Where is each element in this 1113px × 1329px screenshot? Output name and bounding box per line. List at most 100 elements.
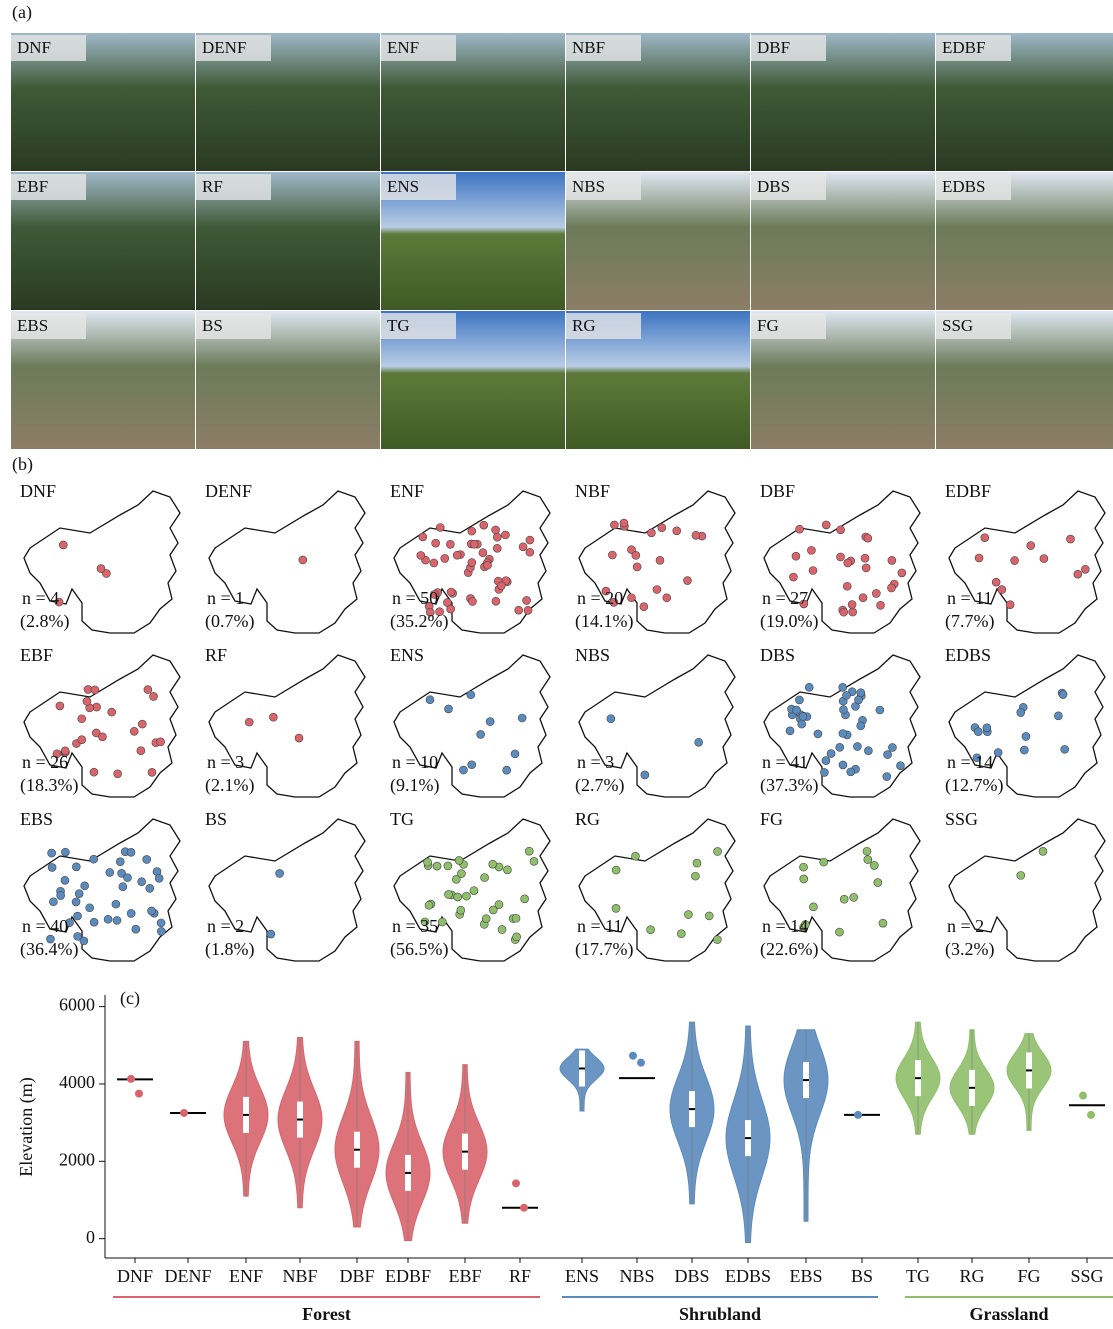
site-dot — [443, 861, 453, 871]
site-dot — [115, 857, 125, 867]
photo-label: DNF — [17, 38, 51, 57]
site-dot — [608, 550, 617, 560]
site-dot — [694, 737, 703, 747]
site-dot — [425, 607, 435, 617]
site-dot — [444, 890, 453, 899]
photo-label: ENF — [387, 38, 419, 57]
map-n: n = 11 — [577, 916, 622, 936]
site-dot — [606, 714, 616, 723]
photo-label-box — [381, 174, 456, 200]
site-dot — [524, 846, 534, 856]
map-n: n = 10 — [392, 752, 438, 772]
x-tick-label: EBF — [448, 1266, 481, 1286]
site-dot — [798, 712, 808, 721]
site-dot — [897, 568, 907, 578]
panel-label: (c) — [120, 988, 140, 1009]
site-dot — [835, 927, 844, 937]
x-tick-label: ENS — [565, 1266, 599, 1286]
site-dot — [457, 869, 466, 878]
x-tick-label: DBS — [674, 1266, 709, 1286]
map-n: n = 2 — [207, 916, 244, 936]
site-dot — [476, 730, 485, 739]
site-dot — [511, 913, 521, 923]
site-dot — [887, 583, 896, 593]
site-dot — [488, 859, 498, 869]
site-dot — [298, 555, 308, 565]
group-label: Shrubland — [679, 1304, 761, 1324]
site-dot — [864, 746, 873, 755]
map-outline — [393, 654, 551, 798]
map-share: (14.1%) — [575, 611, 633, 632]
site-dot — [821, 520, 831, 530]
site-dot — [154, 874, 164, 883]
site-dot — [839, 894, 849, 904]
site-dot — [502, 765, 511, 775]
x-tick-label: TG — [906, 1266, 930, 1286]
site-dot — [118, 882, 128, 891]
map-n: n = 35 — [392, 916, 438, 936]
site-dot — [807, 546, 816, 555]
map-share: (1.8%) — [205, 939, 254, 960]
site-dot — [491, 525, 500, 535]
site-dot — [639, 602, 649, 612]
site-dot — [869, 861, 879, 870]
photo-label-box — [936, 174, 1011, 200]
map-label: BS — [205, 809, 227, 829]
site-dot — [440, 554, 450, 563]
site-dot — [876, 601, 885, 610]
site-dot — [488, 905, 498, 915]
site-dot — [813, 729, 823, 739]
site-dot — [266, 929, 276, 939]
map-n: n = 27 — [762, 588, 808, 608]
photo-label: SSG — [942, 316, 973, 335]
site-dot — [435, 607, 444, 617]
x-tick-label: EBS — [789, 1266, 822, 1286]
site-dot — [514, 605, 524, 615]
site-dot — [82, 697, 92, 706]
site-dot — [98, 732, 107, 742]
site-dot — [131, 924, 141, 934]
map-label: TG — [390, 809, 414, 829]
map-outline — [948, 490, 1106, 634]
site-dot — [875, 705, 885, 715]
site-dot — [808, 566, 818, 575]
site-dot — [1060, 745, 1070, 754]
map-share: (35.2%) — [390, 611, 448, 632]
y-axis-label: Elevation (m) — [16, 1077, 37, 1176]
map-label: EBF — [20, 645, 53, 665]
map-n: n = 41 — [762, 752, 808, 772]
site-dot — [102, 569, 111, 578]
map-outline — [23, 818, 181, 962]
site-dot — [799, 862, 808, 872]
site-dot — [838, 729, 848, 738]
x-tick-label: DENF — [164, 1266, 211, 1286]
map-n: n = 26 — [22, 752, 68, 772]
photo-label-box — [196, 35, 271, 61]
site-dot — [143, 685, 153, 694]
site-dot — [467, 760, 477, 770]
site-dot — [269, 712, 278, 722]
map-share: (3.2%) — [945, 939, 994, 960]
site-dot — [838, 683, 848, 692]
site-dot — [839, 607, 848, 617]
map-n: n = 1 — [207, 588, 244, 608]
map-share: (9.1%) — [390, 775, 439, 796]
site-dot — [792, 705, 801, 715]
group-label: Forest — [302, 1304, 351, 1324]
site-dot — [1016, 871, 1026, 880]
site-dot — [789, 572, 798, 582]
site-dot — [105, 868, 115, 877]
site-dot — [446, 604, 455, 614]
map-outline — [948, 818, 1106, 962]
site-dot — [294, 733, 304, 743]
photo-label: EDBS — [942, 177, 985, 196]
site-dot — [517, 713, 527, 723]
site-dot — [655, 556, 665, 565]
site-dot — [691, 530, 701, 540]
site-dot — [873, 878, 883, 887]
map-outline — [578, 818, 736, 962]
map-label: DENF — [205, 481, 252, 501]
site-dot — [123, 873, 132, 882]
site-dot — [446, 587, 456, 597]
map-label: DBS — [760, 645, 795, 665]
